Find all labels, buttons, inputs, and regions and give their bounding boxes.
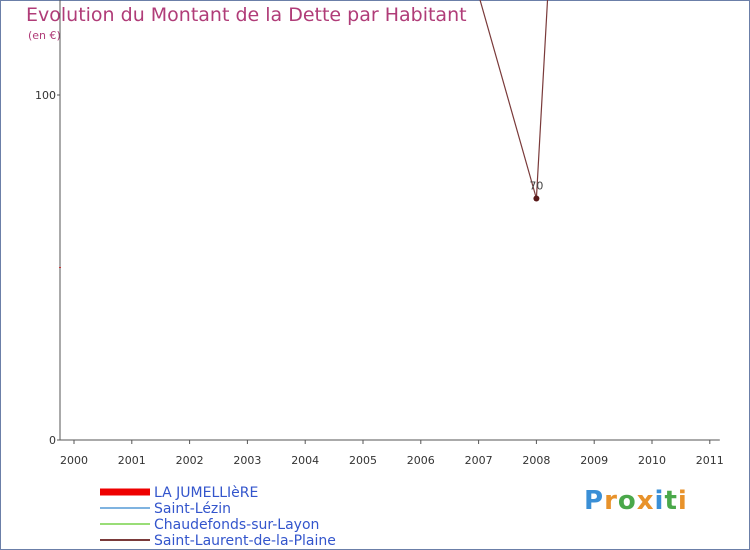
logo-letter: o bbox=[617, 486, 637, 516]
x-tick-label: 2000 bbox=[60, 454, 88, 467]
series-points bbox=[533, 195, 540, 202]
legend-label: Saint-Lézin bbox=[154, 501, 231, 517]
legend: LA JUMELLIèRESaint-LézinChaudefonds-sur-… bbox=[100, 485, 336, 549]
x-tick-label: 2003 bbox=[233, 454, 261, 467]
y-tick-label: 0 bbox=[49, 434, 56, 447]
chart-title: Evolution du Montant de la Dette par Hab… bbox=[26, 4, 467, 26]
legend-label: Chaudefonds-sur-Layon bbox=[154, 517, 319, 533]
logo-letter: r bbox=[604, 486, 618, 516]
y-tick-label: 100 bbox=[35, 89, 56, 102]
x-tick-label: 2007 bbox=[465, 454, 493, 467]
x-tick-label: 2010 bbox=[638, 454, 666, 467]
series-lines bbox=[479, 0, 549, 200]
x-tick-label: 2008 bbox=[522, 454, 550, 467]
series-line bbox=[479, 0, 549, 200]
chart-axes: 0100200300400500600700800900100011002000… bbox=[35, 0, 724, 467]
x-tick-label: 2004 bbox=[291, 454, 319, 467]
logo-letter: i bbox=[654, 486, 665, 516]
logo-letter: t bbox=[664, 486, 678, 516]
data-point bbox=[533, 195, 540, 202]
x-tick-label: 2011 bbox=[696, 454, 724, 467]
x-tick-label: 2001 bbox=[118, 454, 146, 467]
logo-letter: x bbox=[636, 486, 655, 516]
chart-subtitle: (en €) bbox=[28, 29, 61, 42]
legend-label: LA JUMELLIèRE bbox=[154, 485, 258, 501]
data-labels: 3732735835445044598497716945885106762103… bbox=[529, 180, 543, 193]
legend-label: Saint-Laurent-de-la-Plaine bbox=[154, 533, 336, 549]
x-tick-label: 2006 bbox=[407, 454, 435, 467]
logo-letter: P bbox=[584, 486, 605, 516]
data-label: 70 bbox=[529, 180, 543, 193]
proxiti-logo: Proxiti bbox=[584, 486, 688, 516]
x-tick-label: 2009 bbox=[580, 454, 608, 467]
x-tick-label: 2002 bbox=[176, 454, 204, 467]
logo-letter: i bbox=[677, 486, 688, 516]
x-tick-label: 2005 bbox=[349, 454, 377, 467]
